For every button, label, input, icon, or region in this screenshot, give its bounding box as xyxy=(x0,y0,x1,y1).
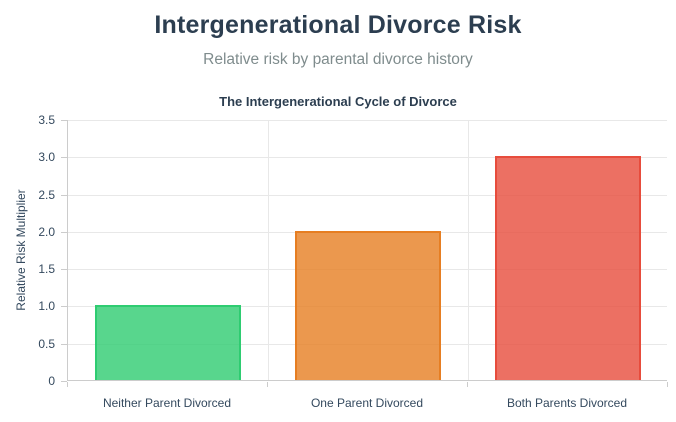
y-tick-mark xyxy=(61,195,67,196)
y-tick-label: 0.5 xyxy=(38,337,55,351)
x-tick-mark xyxy=(467,382,468,387)
x-tick-mark xyxy=(667,382,668,387)
y-tick-mark xyxy=(61,120,67,121)
y-tick-label: 3.5 xyxy=(38,113,55,127)
y-tick-mark xyxy=(61,157,67,158)
y-tick-label: 1.0 xyxy=(38,299,55,313)
y-tick-mark xyxy=(61,232,67,233)
y-axis-title: Relative Risk Multiplier xyxy=(14,189,28,311)
x-category-label: One Parent Divorced xyxy=(310,396,424,410)
y-tick-mark xyxy=(61,306,67,307)
y-tick-label: 0 xyxy=(48,374,55,388)
bar-one-parent-divorced xyxy=(295,231,441,380)
x-category-label: Both Parents Divorced xyxy=(506,396,628,410)
v-gridline xyxy=(468,120,469,380)
bar-both-parents-divorced xyxy=(495,156,641,380)
y-tick-mark xyxy=(61,381,67,382)
h-gridline xyxy=(68,157,667,159)
page-subtitle: Relative risk by parental divorce histor… xyxy=(203,51,473,68)
plot-area xyxy=(67,120,667,381)
h-gridline xyxy=(68,194,667,196)
y-tick-mark xyxy=(61,344,67,345)
page-title: Intergenerational Divorce Risk xyxy=(154,11,522,39)
y-tick-label: 3.0 xyxy=(38,150,55,164)
x-tick-mark xyxy=(67,382,68,387)
v-gridline xyxy=(268,120,269,380)
h-gridline xyxy=(68,120,667,121)
y-tick-label: 1.5 xyxy=(38,262,55,276)
chart-title: The Intergenerational Cycle of Divorce xyxy=(219,94,457,109)
x-tick-mark xyxy=(267,382,268,387)
x-category-label: Neither Parent Divorced xyxy=(102,396,232,410)
y-tick-label: 2.0 xyxy=(38,225,55,239)
y-tick-label: 2.5 xyxy=(38,188,55,202)
bar-neither-parent-divorced xyxy=(95,305,241,380)
y-tick-mark xyxy=(61,269,67,270)
